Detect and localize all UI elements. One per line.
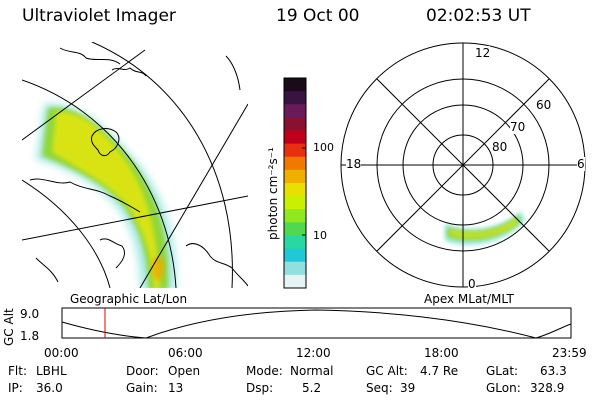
intensity-colorbar	[283, 77, 307, 289]
graticule-arc	[22, 179, 111, 288]
colorbar-segment	[284, 156, 306, 171]
colorbar-segment	[284, 169, 306, 184]
glon-label: GLon:	[486, 381, 521, 395]
glat-value: 63.3	[540, 364, 567, 378]
dsp-value: 5.2	[302, 381, 322, 395]
gain-value: 13	[168, 381, 184, 395]
dsp-label: Dsp:	[246, 381, 274, 395]
coastline	[35, 257, 59, 283]
coastline	[111, 67, 147, 77]
mode-label: Mode:	[246, 364, 283, 378]
instrument-title: Ultraviolet Imager	[22, 6, 176, 26]
gcalt-value: 4.7 Re	[420, 364, 459, 378]
colorbar-segment	[284, 143, 306, 158]
coastline	[225, 55, 241, 91]
colorbar-segment	[284, 261, 306, 276]
coastline	[185, 243, 248, 287]
ip-label: IP:	[8, 381, 23, 395]
colorbar-segment	[284, 209, 306, 223]
colorbar-frame	[283, 77, 307, 289]
altitude-tick-min: 1.8	[20, 329, 40, 343]
door-value: Open	[168, 364, 201, 378]
time-tick-1800: 18:00	[424, 346, 459, 360]
colorbar-segment	[284, 196, 306, 210]
graticule-meridian	[22, 49, 146, 141]
mlt-label-6: 6	[577, 157, 585, 171]
colorbar-segment	[284, 222, 306, 236]
altitude-tick-max: 9.0	[20, 307, 40, 321]
colorbar-segment	[284, 274, 306, 289]
gcalt-label: GC Alt:	[366, 364, 408, 378]
mode-value: Normal	[290, 364, 334, 378]
time-tick-0600: 06:00	[168, 346, 203, 360]
colorbar-segment	[284, 91, 306, 105]
aurora-core	[52, 111, 160, 288]
colorbar-segment	[284, 78, 306, 92]
coastline	[59, 47, 121, 65]
altitude-curve	[61, 309, 572, 339]
seq-label: Seq:	[366, 381, 393, 395]
colorbar-segment	[284, 183, 306, 197]
geographic-caption: Geographic Lat/Lon	[70, 292, 188, 306]
coastline	[29, 178, 141, 213]
time-tick-0000: 00:00	[44, 346, 79, 360]
lat-label-60: 60	[536, 98, 552, 112]
gain-label: Gain:	[126, 381, 158, 395]
lat-label-80: 80	[492, 140, 508, 154]
time-tick-1200: 12:00	[296, 346, 331, 360]
lat-label-70: 70	[510, 120, 526, 134]
colorbar-segment	[284, 117, 306, 131]
seq-value: 39	[400, 381, 416, 395]
ip-value: 36.0	[36, 381, 63, 395]
mlt-label-18: 18	[346, 157, 362, 171]
glon-value: 328.9	[530, 381, 565, 395]
apex-caption: Apex MLat/MLT	[424, 292, 514, 306]
observation-time: 02:02:53 UT	[426, 6, 531, 26]
colorbar-segment	[284, 130, 306, 145]
graticule-arc	[22, 79, 177, 288]
graticule-arc	[91, 42, 233, 288]
flt-label: Flt:	[8, 364, 27, 378]
colorbar-tick-10: 10	[313, 229, 327, 242]
coastline	[99, 238, 125, 269]
colorbar-segment	[284, 104, 306, 118]
time-tick-2359: 23:59	[552, 346, 587, 360]
glat-label: GLat:	[486, 364, 519, 378]
colorbar-segment	[284, 248, 306, 263]
flt-value: LBHL	[36, 364, 67, 378]
polar-aurora-core	[451, 219, 517, 238]
door-label: Door:	[126, 364, 159, 378]
coastline-greenland	[91, 128, 120, 157]
colorbar-tick-100: 100	[313, 141, 334, 154]
graticule-meridian	[139, 103, 248, 288]
graticule-meridian	[22, 195, 248, 241]
mlt-axis-diagonal	[376, 78, 550, 252]
altitude-frame	[61, 307, 572, 339]
mlt-label-0: 0	[468, 277, 476, 291]
mlt-label-12: 12	[475, 46, 491, 60]
observation-date: 19 Oct 00	[276, 6, 360, 26]
colorbar-segment	[284, 235, 306, 250]
